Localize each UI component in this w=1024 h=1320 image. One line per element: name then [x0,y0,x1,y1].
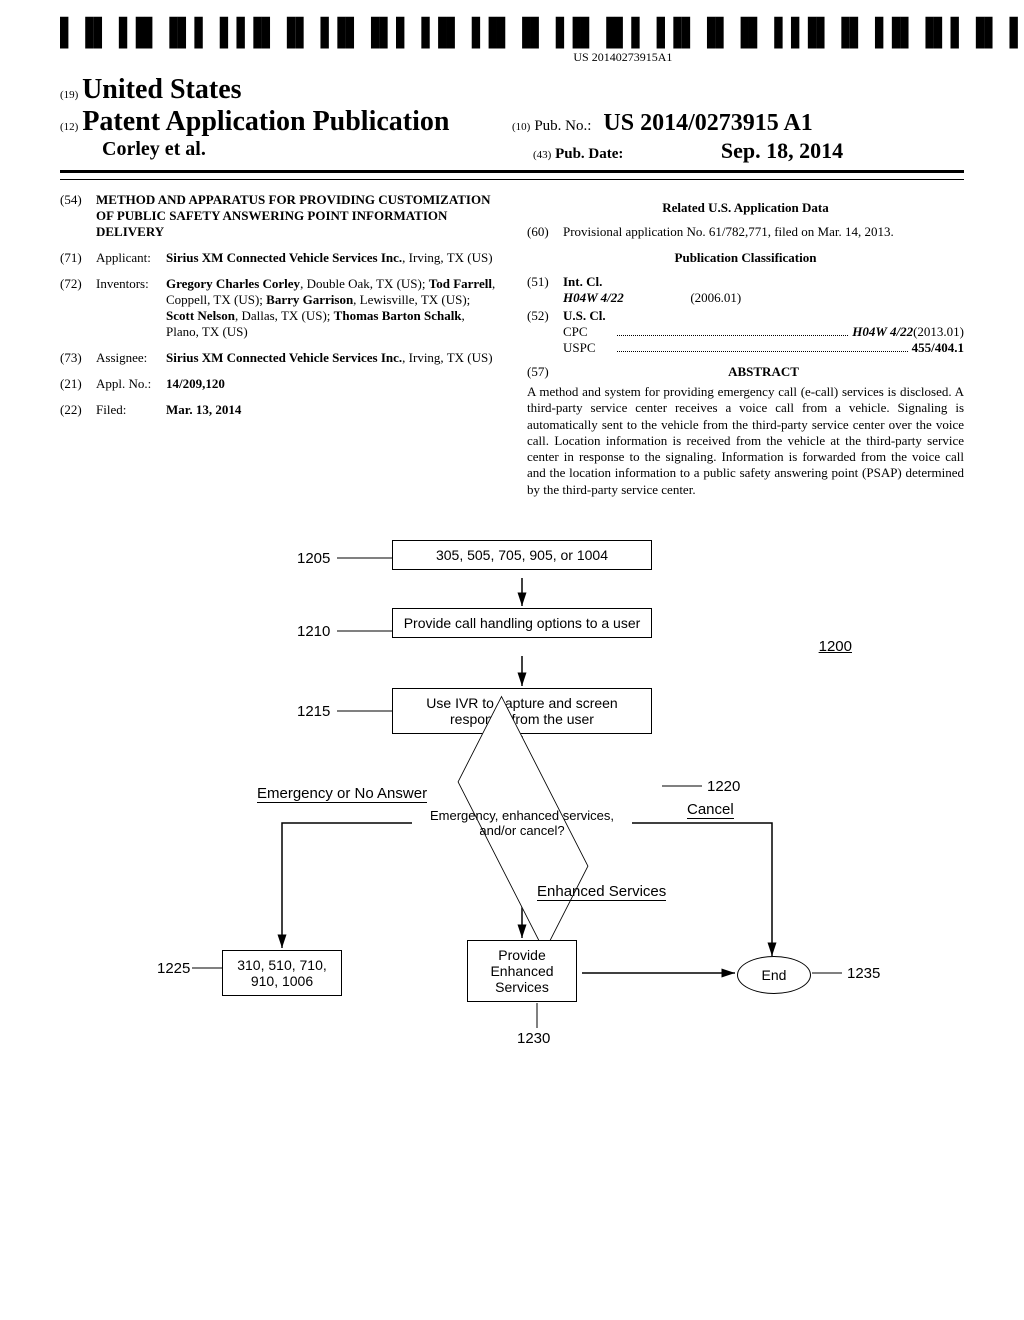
node-1215: Use IVR to capture and screen response f… [392,688,652,734]
dots [617,336,908,352]
rule-thick [60,170,964,173]
edge-emergency: Emergency or No Answer [257,786,427,804]
code-51: (51) [527,274,563,306]
label-1220: 1220 [707,778,740,795]
abstract-head: ABSTRACT [563,364,964,380]
provisional: Provisional application No. 61/782,771, … [563,224,964,240]
code-22: (22) [60,402,96,418]
assignee: Sirius XM Connected Vehicle Services Inc… [166,350,497,366]
code-57: (57) [527,364,563,380]
class-head: Publication Classification [527,250,964,266]
label-uscl: U.S. Cl. [563,308,606,323]
flowchart-figure: 1200 1205 305, 505, 705, 905, or 1004 12… [132,538,892,1098]
edge-enhanced: Enhanced Services [537,883,666,900]
appl-no: 14/209,120 [166,376,497,392]
code-71: (71) [60,250,96,266]
uspc-label: USPC [563,340,613,356]
label-inventors: Inventors: [96,276,166,340]
cpc-label: CPC [563,324,613,340]
code-73: (73) [60,350,96,366]
label-1225: 1225 [157,960,190,977]
uspc-val: 455/404.1 [912,340,964,356]
node-1205: 305, 505, 705, 905, or 1004 [392,540,652,570]
applicant: Sirius XM Connected Vehicle Services Inc… [166,250,497,266]
left-column: (54) METHOD AND APPARATUS FOR PROVIDING … [60,192,497,498]
pub-date: Sep. 18, 2014 [721,138,843,163]
code-43: (43) [533,149,551,161]
filed-date: Mar. 13, 2014 [166,402,497,418]
inventors: Gregory Charles Corley, Double Oak, TX (… [166,276,497,340]
barcode-block: ▌▐▌▐▐▌▐▌▌▐▐▐▌▐▌▐▐▌▐▌▌▐▐▌▐▐▌▐▌▐▐▌▐▌▌▐▐▌▐▌… [60,20,944,66]
label-filed: Filed: [96,402,166,418]
intcl-date: (2006.01) [690,290,741,305]
code-54: (54) [60,192,96,240]
right-column: Related U.S. Application Data (60) Provi… [527,192,964,498]
node-1220: Emergency, enhanced services, and/or can… [432,778,612,868]
related-head: Related U.S. Application Data [527,200,964,216]
publication-type: Patent Application Publication [82,106,449,137]
node-1235: End [737,956,811,994]
rule-thin [60,179,964,180]
label-1215: 1215 [297,703,330,720]
country: United States [82,74,241,105]
code-72: (72) [60,276,96,340]
cpc-date: (2013.01) [913,324,964,340]
code-52: (52) [527,308,563,356]
pub-no-label: Pub. No.: [534,118,591,134]
code-10: (10) [512,121,530,133]
code-19: (19) [60,89,78,101]
barcode-number: US 20140273915A1 [60,50,1024,65]
node-1225: 310, 510, 710, 910, 1006 [222,950,342,996]
label-assignee: Assignee: [96,350,166,366]
node-1210: Provide call handling options to a user [392,608,652,638]
intcl-code: H04W 4/22 [563,290,624,305]
label-applno: Appl. No.: [96,376,166,392]
code-21: (21) [60,376,96,392]
code-60: (60) [527,224,563,240]
label-applicant: Applicant: [96,250,166,266]
figure-ref: 1200 [819,638,852,655]
code-12: (12) [60,121,78,133]
pub-no: US 2014/0273915 A1 [603,110,812,136]
label-1210: 1210 [297,623,330,640]
authors-etal: Corley et al. [60,138,533,164]
invention-title: METHOD AND APPARATUS FOR PROVIDING CUSTO… [96,192,497,240]
abstract-text: A method and system for providing emerge… [527,384,964,498]
label-1235: 1235 [847,965,880,982]
label-intcl: Int. Cl. [563,274,602,289]
node-1230: Provide Enhanced Services [467,940,577,1002]
label-1205: 1205 [297,550,330,567]
edge-cancel: Cancel [687,801,734,818]
barcode-bars: ▌▐▌▐▐▌▐▌▌▐▐▐▌▐▌▐▐▌▐▌▌▐▐▌▐▐▌▐▌▐▐▌▐▌▌▐▐▌▐▌… [60,20,1024,48]
pub-date-label: Pub. Date: [555,146,623,162]
label-1230: 1230 [517,1030,550,1047]
dots [617,320,848,336]
